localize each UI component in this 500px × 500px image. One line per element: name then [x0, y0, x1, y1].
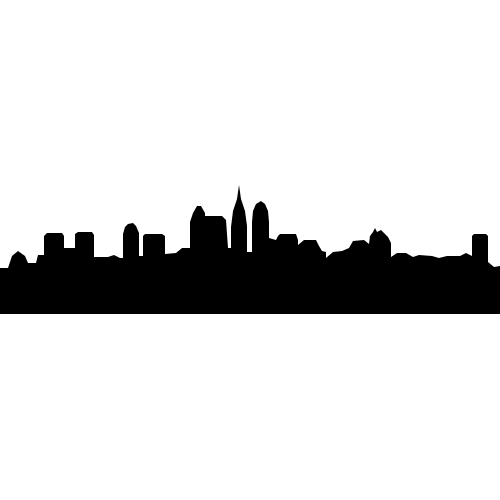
skyline-silhouette: [0, 185, 500, 314]
